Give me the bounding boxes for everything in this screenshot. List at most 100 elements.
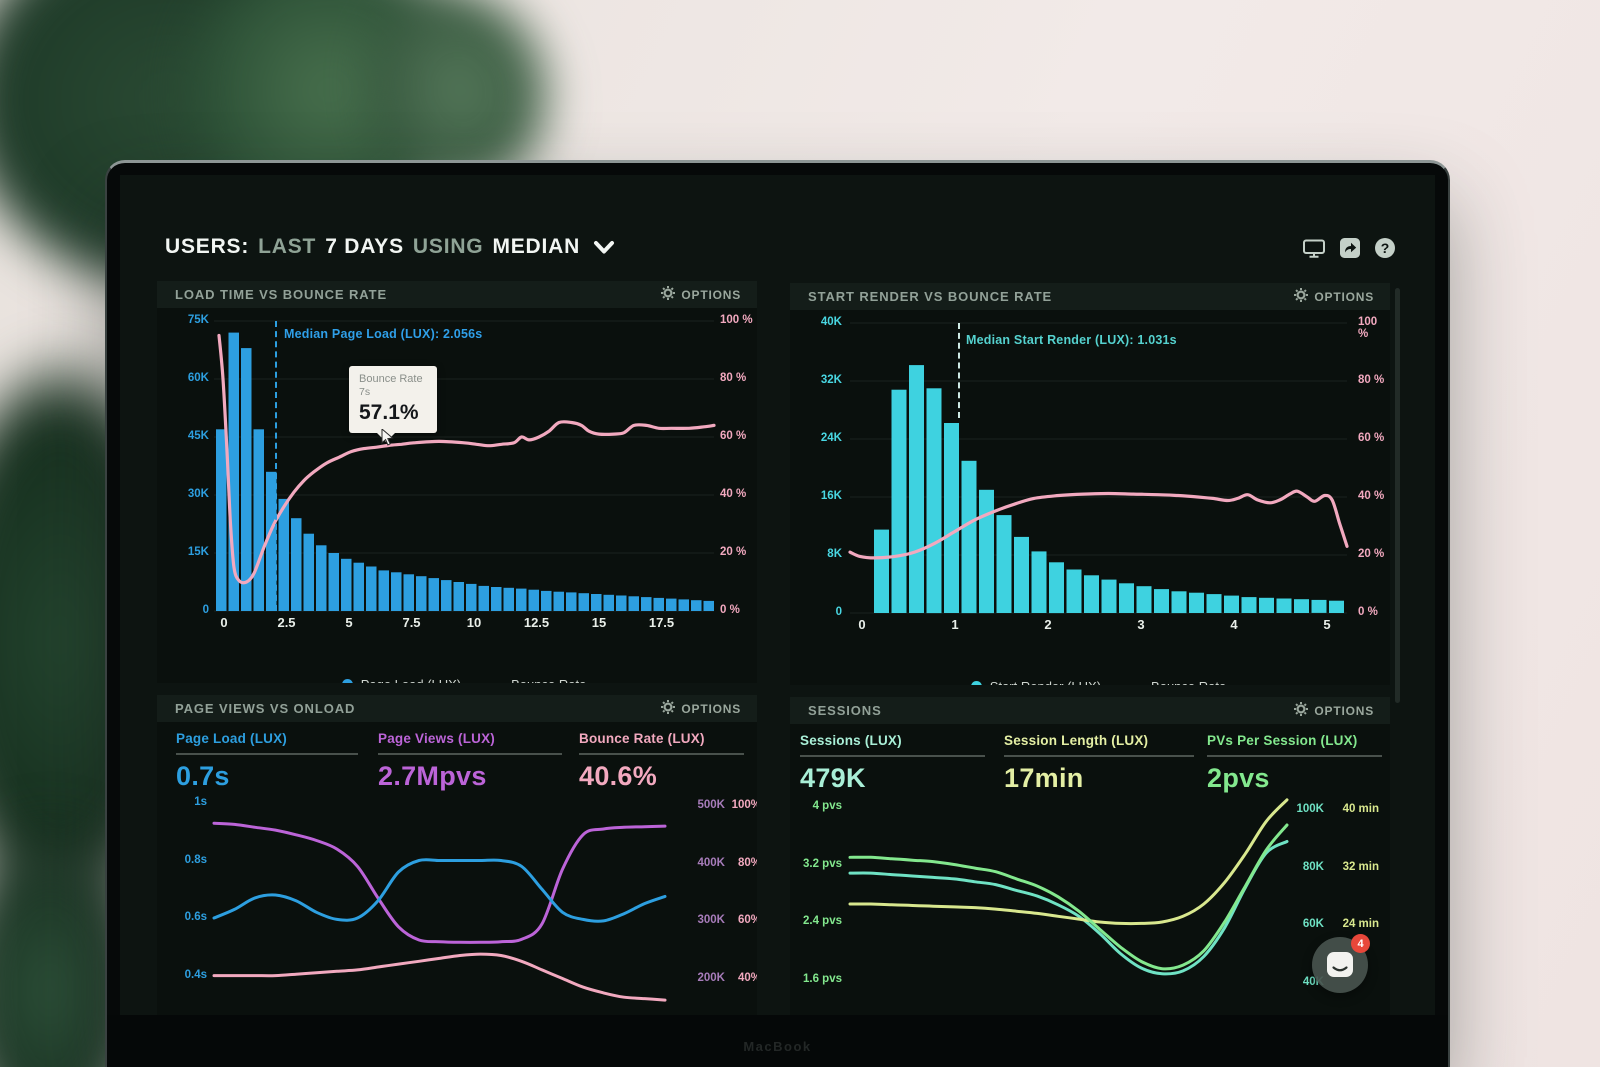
metric-value: 0.7s <box>176 760 230 791</box>
laptop: USERS: LAST 7 DAYS USING MEDIAN ? LOAD TIME … <box>105 160 1450 1067</box>
legend-dot-swatch <box>341 679 353 683</box>
y-axis-tick: 0.8s <box>184 853 207 866</box>
share-icon[interactable] <box>1339 237 1361 259</box>
laptop-brand-text: MacBook <box>743 1039 812 1054</box>
x-axis-tick: 3 <box>1137 617 1145 632</box>
users-range-dropdown[interactable]: USERS: LAST 7 DAYS USING MEDIAN <box>165 231 615 263</box>
y-axis-tick: 60K <box>187 372 209 384</box>
y-axis-right-tick: 300K <box>697 914 726 926</box>
display-icon[interactable] <box>1302 238 1326 259</box>
laptop-bezel: MacBook <box>107 1015 1448 1067</box>
options-button[interactable]: OPTIONS <box>661 286 741 303</box>
metric-page-load-lux-: Page Load (LUX) 0.7s <box>176 731 358 792</box>
metric-underline <box>1004 755 1194 757</box>
legend-label: Bounce Rate <box>1151 679 1226 685</box>
y-axis-tick: 30K <box>187 488 209 500</box>
scrollbar[interactable] <box>1395 288 1400 703</box>
svg-text:?: ? <box>1381 240 1390 256</box>
metric-sessions-lux-: Sessions (LUX) 479K <box>800 733 985 794</box>
chat-bubble-icon <box>1327 952 1353 977</box>
panel-load-time-vs-bounce-rate: LOAD TIME VS BOUNCE RATE OPTIONS 75K 60K 4… <box>157 281 757 683</box>
x-axis-tick: 0 <box>858 617 866 632</box>
y-axis-tick: 32K <box>820 374 842 386</box>
metric-page-views-lux-: Page Views (LUX) 2.7Mpvs <box>378 731 562 792</box>
y-axis-tick: 45K <box>187 430 209 442</box>
median-line <box>275 321 278 611</box>
y-axis-right-tick: 20 % <box>720 546 747 558</box>
y-axis-right-tick: 60 % <box>720 430 747 442</box>
gear-icon <box>661 700 676 717</box>
y-axis-right-tick: 32 min <box>1342 860 1379 873</box>
legend-item[interactable]: Start Render (LUX) <box>970 679 1101 685</box>
chevron-down-icon <box>593 240 615 255</box>
metric-pvs-per-session-lux-: PVs Per Session (LUX) 2pvs <box>1207 733 1382 794</box>
x-axis-tick: 7.5 <box>402 615 421 630</box>
options-label: OPTIONS <box>1314 289 1374 304</box>
help-icon[interactable]: ? <box>1374 237 1396 259</box>
metric-value: 40.6% <box>579 760 658 791</box>
y-axis-right-tick: 20 % <box>1358 548 1385 560</box>
options-button[interactable]: OPTIONS <box>661 700 741 717</box>
panel-title: START RENDER VS BOUNCE RATE <box>808 289 1053 304</box>
y-axis-right-tick: 100 % <box>720 314 753 326</box>
legend-label: Page Load (LUX) <box>361 677 461 683</box>
legend-item[interactable]: Bounce Rate <box>1127 679 1226 685</box>
y-axis-tick: 40K <box>820 316 842 328</box>
y-axis-tick: 8K <box>827 548 842 560</box>
metric-label: Page Views (LUX) <box>378 731 495 746</box>
tooltip-value: 57.1% <box>359 400 419 424</box>
x-axis-tick: 17.5 <box>648 615 675 630</box>
metric-session-length-lux-: Session Length (LUX) 17min <box>1004 733 1194 794</box>
y-axis-right-tick: 400K <box>697 856 726 869</box>
y-axis-right-tick: 100 % <box>1358 316 1378 340</box>
chart-legend: Start Render (LUX) Bounce Rate <box>850 679 1347 685</box>
legend-dot-swatch <box>970 681 982 685</box>
options-button[interactable]: OPTIONS <box>1294 702 1374 719</box>
metric-value: 17min <box>1004 762 1084 793</box>
x-axis-tick: 12.5 <box>523 615 550 630</box>
y-axis-right-tick: 100K <box>1296 803 1325 815</box>
header-title-segment: USING <box>412 235 484 258</box>
options-button[interactable]: OPTIONS <box>1294 288 1374 305</box>
legend-label: Start Render (LUX) <box>990 679 1101 685</box>
tooltip-title: Bounce Rate <box>359 373 423 385</box>
x-axis-tick: 1 <box>951 617 959 632</box>
x-axis-tick: 10 <box>466 615 482 630</box>
bounce-rate-tooltip: Bounce Rate 7s 57.1% <box>349 366 437 442</box>
metric-value: 479K <box>800 762 866 793</box>
y-axis-right-tick: 100% <box>731 799 757 811</box>
y-axis-right-tick: 0 % <box>720 604 740 616</box>
chat-widget-button[interactable]: 4 <box>1312 934 1370 993</box>
y-axis-right-tick: 40% <box>737 971 757 984</box>
legend-item[interactable]: Page Load (LUX) <box>341 677 461 683</box>
panel-header: LOAD TIME VS BOUNCE RATE OPTIONS <box>157 281 757 308</box>
header-title-segment: LAST <box>258 235 317 258</box>
y-axis-right-tick: 60 % <box>1358 432 1385 444</box>
y-axis-tick: 15K <box>187 546 209 558</box>
median-label: Median Page Load (LUX): 2.056s <box>284 327 483 341</box>
header-title-segment: MEDIAN <box>492 235 581 258</box>
median-line <box>957 323 960 418</box>
plot-area <box>848 798 1289 976</box>
x-axis-tick: 2.5 <box>277 615 296 630</box>
legend-label: Bounce Rate <box>511 677 586 683</box>
y-axis-right-tick: 80 % <box>720 372 747 384</box>
x-axis-tick: 4 <box>1230 617 1238 632</box>
y-axis-right-tick: 24 min <box>1342 918 1379 930</box>
x-axis-tick: 15 <box>591 615 607 630</box>
options-label: OPTIONS <box>1314 703 1374 718</box>
y-axis-tick: 1.6 pvs <box>803 972 842 985</box>
y-axis-tick: 2.4 pvs <box>803 915 842 927</box>
options-label: OPTIONS <box>681 701 741 716</box>
y-axis-right-tick: 500K <box>697 799 726 811</box>
x-axis-tick: 0 <box>220 615 228 630</box>
panel-title: PAGE VIEWS VS ONLOAD <box>175 701 356 716</box>
y-axis-tick: 3.2 pvs <box>803 857 842 870</box>
legend-item[interactable]: Bounce Rate <box>487 677 586 683</box>
metric-underline <box>176 753 358 755</box>
y-axis-right-tick: 200K <box>697 971 726 984</box>
metric-bounce-rate-lux-: Bounce Rate (LUX) 40.6% <box>579 731 744 792</box>
y-axis-tick: 0 <box>202 604 209 616</box>
dashboard-screen: USERS: LAST 7 DAYS USING MEDIAN ? LOAD TIME … <box>120 175 1435 1015</box>
